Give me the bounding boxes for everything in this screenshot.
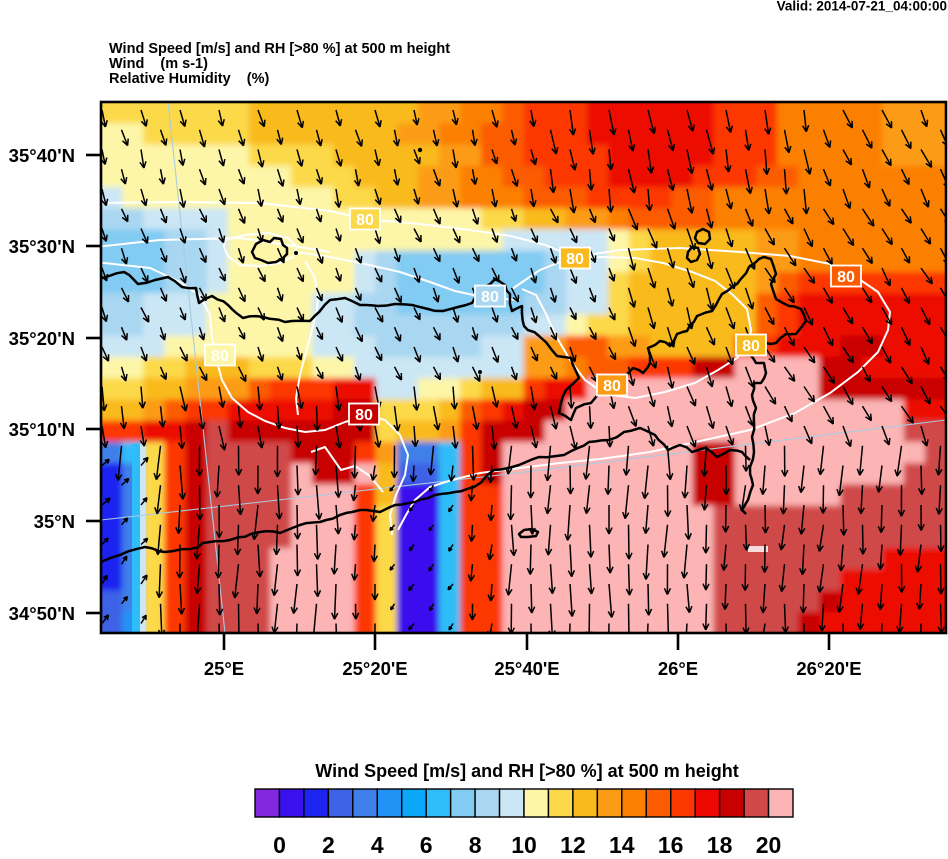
svg-text:35°40'N: 35°40'N bbox=[9, 145, 75, 166]
svg-text:10: 10 bbox=[511, 832, 537, 854]
svg-text:80: 80 bbox=[211, 348, 229, 365]
svg-text:35°30'N: 35°30'N bbox=[9, 236, 75, 257]
svg-text:80: 80 bbox=[603, 378, 621, 395]
svg-text:Valid: 2014-07-21_04:00:00: Valid: 2014-07-21_04:00:00 bbox=[777, 0, 947, 14]
svg-text:2: 2 bbox=[322, 832, 335, 854]
svg-text:0: 0 bbox=[273, 832, 286, 854]
svg-text:26°20'E: 26°20'E bbox=[796, 658, 861, 679]
svg-text:35°N: 35°N bbox=[34, 511, 75, 532]
svg-text:35°10'N: 35°10'N bbox=[9, 419, 75, 440]
svg-text:80: 80 bbox=[566, 251, 584, 268]
svg-text:80: 80 bbox=[742, 338, 760, 355]
svg-text:25°E: 25°E bbox=[204, 658, 244, 679]
svg-text:4: 4 bbox=[371, 832, 384, 854]
svg-text:Wind Speed [m/s] and RH [>80 %: Wind Speed [m/s] and RH [>80 %] at 500 m… bbox=[109, 41, 450, 57]
svg-text:35°20'N: 35°20'N bbox=[9, 328, 75, 349]
svg-text:25°40'E: 25°40'E bbox=[494, 658, 559, 679]
svg-text:80: 80 bbox=[355, 407, 373, 424]
svg-text:Wind (m s-1): Wind (m s-1) bbox=[109, 56, 208, 72]
svg-text:80: 80 bbox=[837, 269, 855, 286]
svg-text:80: 80 bbox=[481, 289, 499, 306]
svg-text:14: 14 bbox=[609, 832, 635, 854]
svg-text:16: 16 bbox=[658, 832, 684, 854]
svg-text:80: 80 bbox=[356, 212, 374, 229]
svg-text:8: 8 bbox=[469, 832, 482, 854]
svg-text:26°E: 26°E bbox=[658, 658, 698, 679]
svg-text:6: 6 bbox=[420, 832, 433, 854]
svg-text:18: 18 bbox=[707, 832, 733, 854]
svg-text:34°50'N: 34°50'N bbox=[9, 603, 75, 624]
svg-text:25°20'E: 25°20'E bbox=[342, 658, 407, 679]
svg-text:Wind Speed [m/s] and RH [>80 %: Wind Speed [m/s] and RH [>80 %] at 500 m… bbox=[315, 761, 738, 781]
svg-text:20: 20 bbox=[756, 832, 782, 854]
svg-text:12: 12 bbox=[560, 832, 586, 854]
svg-text:Relative Humidity (%): Relative Humidity (%) bbox=[109, 71, 270, 87]
